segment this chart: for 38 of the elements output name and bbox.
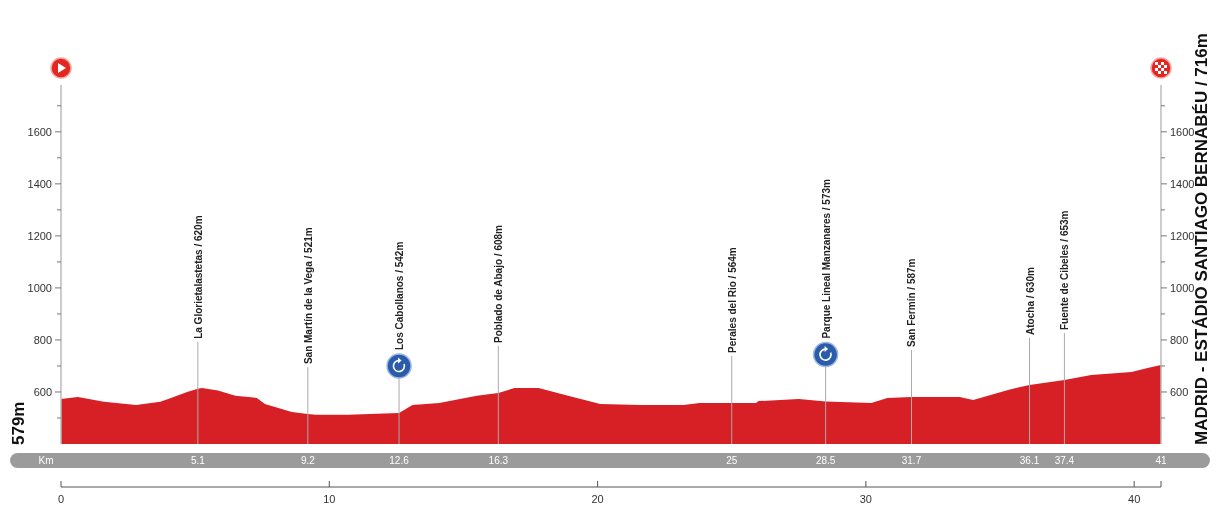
y-tick-label: 1600 [27,125,52,138]
x2-tick-label: 12.6 [389,455,410,466]
ref-line-label: San Martín de la Vega / 521m [302,227,314,365]
ref-line-label: Fuente de Cibeles / 653m [1059,210,1071,330]
ref-line-label: San Fermín / 587m [906,258,918,347]
y2-tick-label: 1000 [1170,281,1195,294]
ref-line-label: Poblado de Abajo / 608m [493,224,505,344]
ref-line-label: Parque Lineal Manzanares / 573m [820,178,832,339]
y2-tick-label: 1600 [1170,125,1195,138]
text: 579m [9,401,28,445]
y2-tick-label: 600 [1170,385,1189,398]
x2-tick-label: 31.7 [901,455,922,466]
y-tick-label: 1000 [27,281,52,294]
x-tick-label: 20 [591,493,604,505]
ref-line-label: Perales del Rio / 564m [726,247,738,353]
x2-tick-label: 16.3 [488,455,509,466]
x2-axis-title: Km [38,455,54,466]
x2-tick-label: 37.4 [1054,455,1075,466]
y-tick-label: 1400 [27,177,52,190]
x2-tick-label: 28.5 [815,455,836,466]
x2-tick-label: 5.1 [190,455,206,466]
x-tick-label: 10 [323,493,336,505]
x2-tick-label: 25 [726,455,738,466]
x2-tick-label: 9.2 [300,455,316,466]
ref-line-label: La Glorietalastetas / 620m [192,215,204,339]
y2-tick-label: 800 [1170,333,1189,346]
y-tick-label: 600 [33,385,52,398]
ref-line-label: Atocha / 630m [1024,267,1036,335]
x-tick-label: 30 [859,493,872,505]
x-tick-label: 40 [1128,493,1141,505]
y2-tick-label: 1200 [1170,229,1195,242]
y2-tick-label: 1400 [1170,177,1195,190]
ref-line-label: Los Cabollanos / 542m [394,241,406,351]
x-tick-label: 0 [57,493,65,505]
x2-tick-label: 36.1 [1019,455,1040,466]
y-tick-label: 800 [33,333,52,346]
x2-tick-label: 41 [1155,455,1167,466]
y-tick-label: 1200 [27,229,52,242]
